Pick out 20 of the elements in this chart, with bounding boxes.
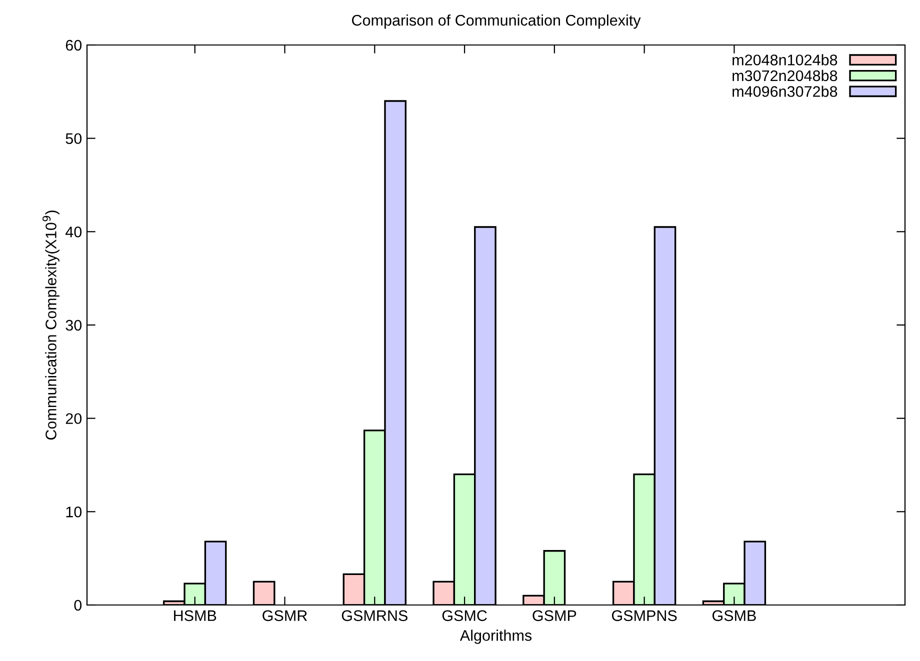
y-tick-label: 30 <box>66 320 82 331</box>
x-tick-label: GSMB <box>712 610 756 622</box>
chart-title: Comparison of Communication Complexity <box>352 14 641 29</box>
y-tick-label: 40 <box>66 226 82 238</box>
y-tick-label: 10 <box>66 506 82 518</box>
x-axis-title: Algorithms <box>460 630 532 644</box>
x-tick-label: HSMB <box>174 610 216 622</box>
y-tick-label: 50 <box>66 133 82 144</box>
legend-label: m3072n2048b8 <box>732 70 838 82</box>
x-tick-label: GSMPNS <box>612 610 677 622</box>
y-tick-label: 60 <box>66 40 82 51</box>
y-tick-label: 20 <box>66 413 82 424</box>
y-tick-label: 0 <box>74 600 82 611</box>
x-tick-label: GSMRNS <box>342 610 408 622</box>
legend-label: m2048n1024b8 <box>732 54 838 66</box>
x-tick-label: GSMP <box>532 610 576 622</box>
y-axis-title: Communication Complexity(X10$^{9}$) <box>42 210 60 440</box>
x-tick-label: GSMC <box>442 610 487 622</box>
x-tick-label: GSMR <box>262 610 307 622</box>
legend-label: m4096n3072b8 <box>732 86 838 97</box>
